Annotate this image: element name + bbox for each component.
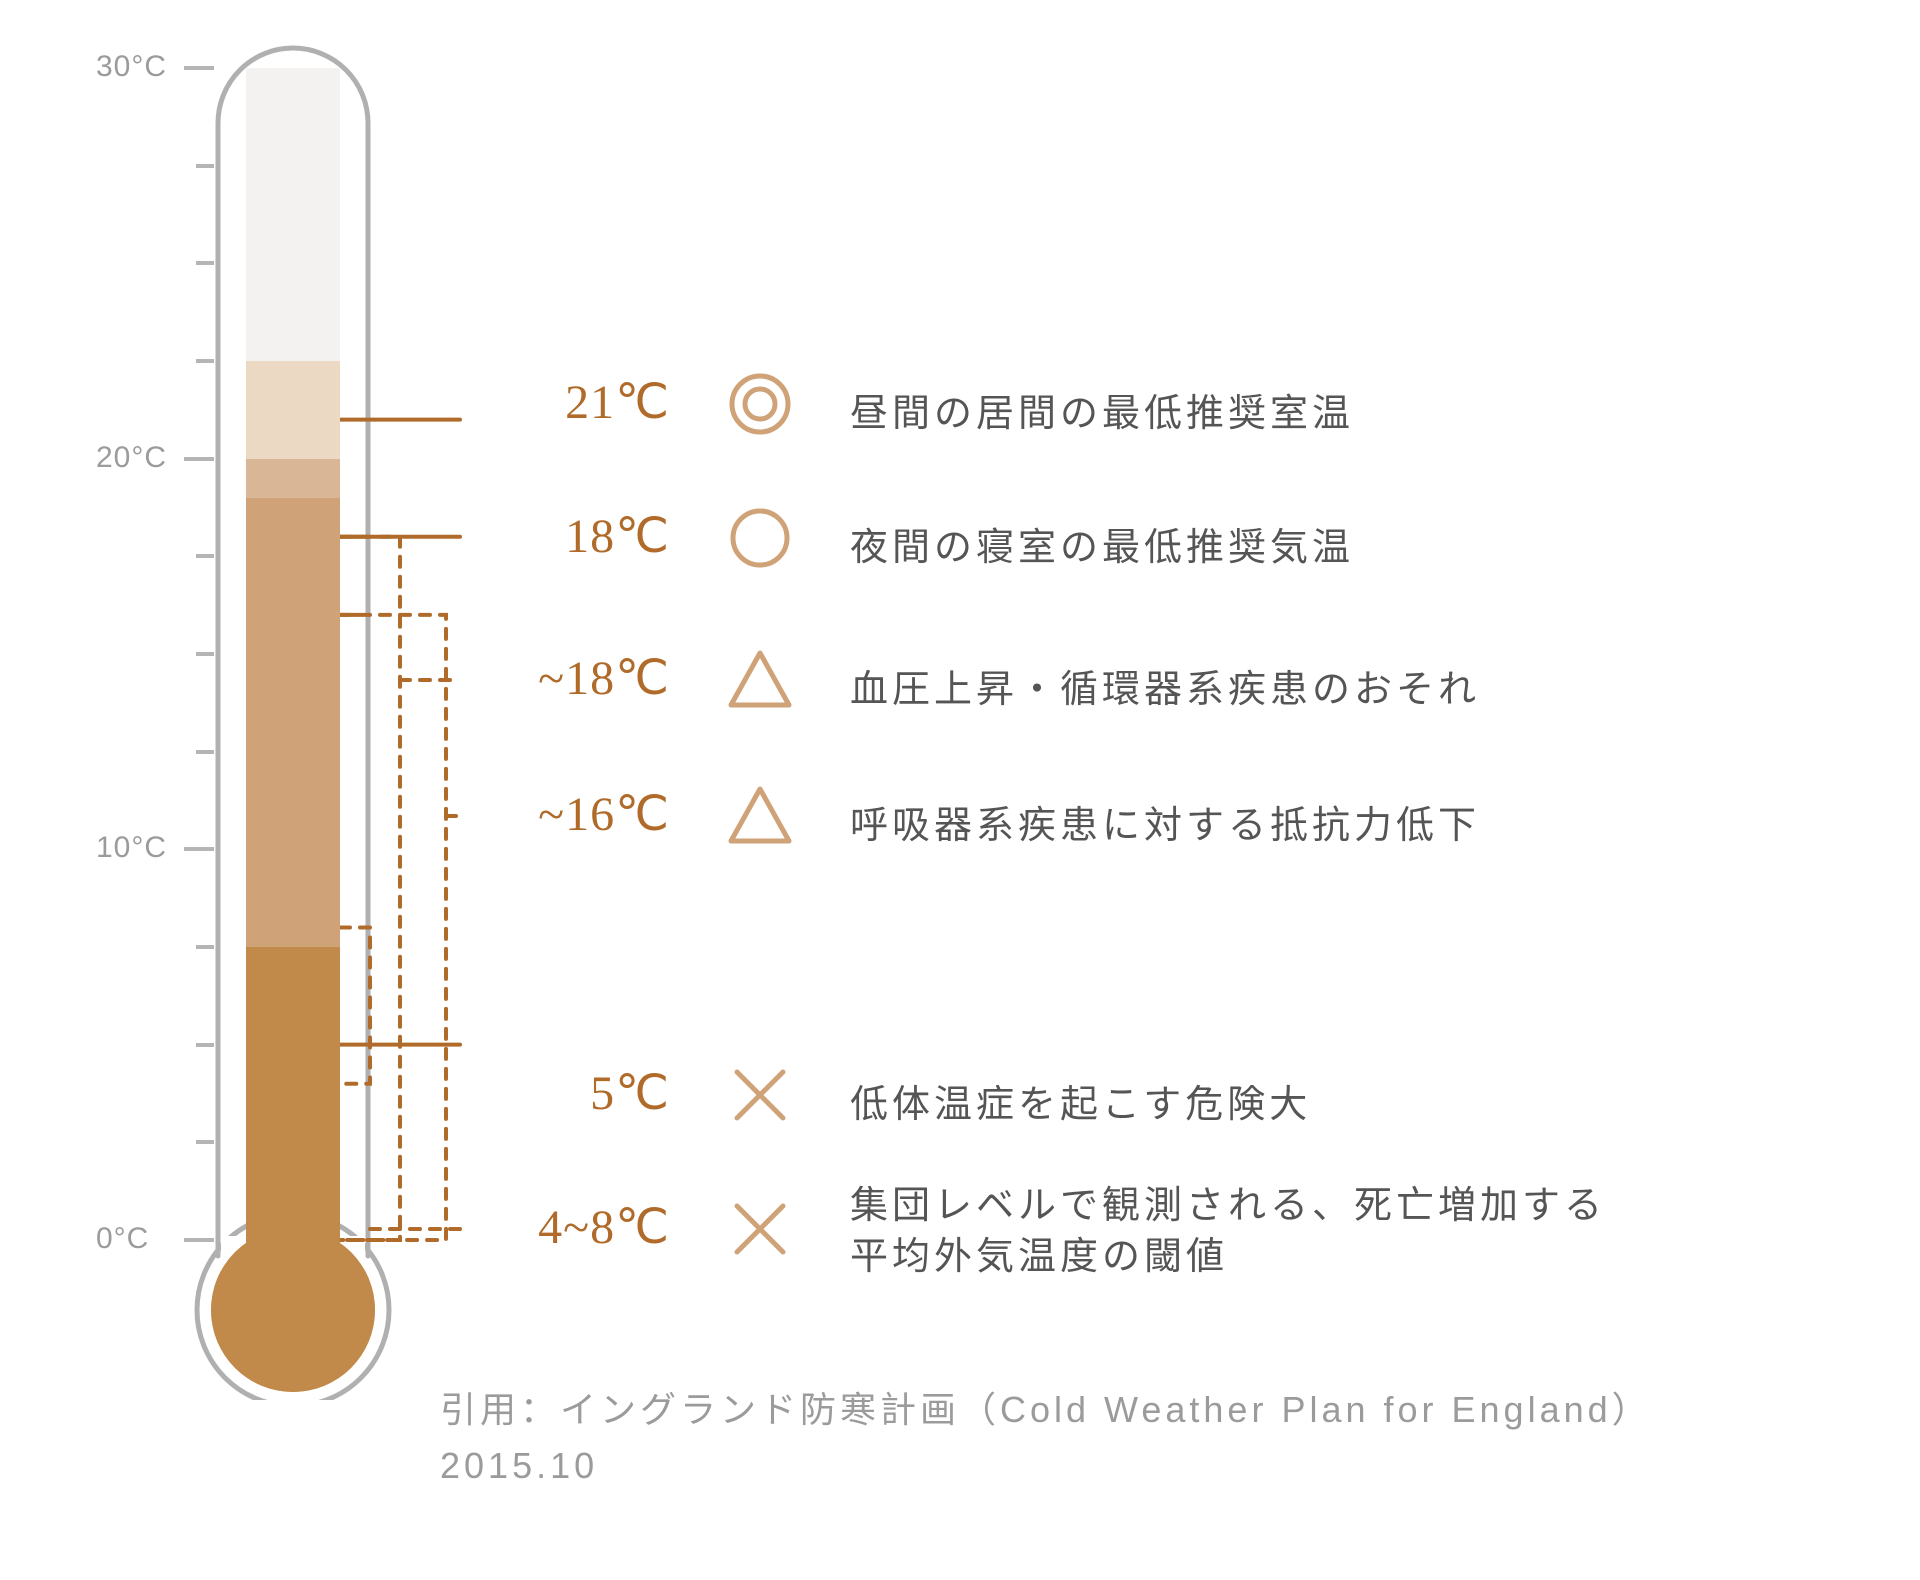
triangle-icon <box>725 781 795 856</box>
scale-tick-major <box>184 66 214 70</box>
temperature-description: 集団レベルで観測される、死亡増加する 平均外気温度の閾値 <box>850 1181 1606 1284</box>
thermometer-fill-segment <box>246 68 340 361</box>
thermometer-fill-segment <box>246 947 340 1240</box>
temperature-label: 18℃ <box>565 508 670 564</box>
circle-icon <box>725 503 795 578</box>
temperature-description: 昼間の居間の最低推奨室温 <box>850 382 1354 437</box>
thermometer-fill-segment <box>246 459 340 498</box>
thermometer-fill-segment <box>246 361 340 459</box>
temperature-label: ~18℃ <box>538 650 670 706</box>
scale-label: 20°C <box>96 441 167 475</box>
cross-icon <box>725 1060 795 1135</box>
double-circle-icon <box>725 369 795 444</box>
scale-tick-minor <box>196 1140 214 1144</box>
temperature-description: 呼吸器系疾患に対する抵抗力低下 <box>850 794 1480 849</box>
temperature-label: 21℃ <box>565 374 670 430</box>
scale-tick-minor <box>196 359 214 363</box>
scale-tick-minor <box>196 652 214 656</box>
temperature-label: 4~8℃ <box>538 1199 670 1255</box>
temperature-description: 低体温症を起こす危険大 <box>850 1073 1311 1128</box>
thermometer-infographic: 引用：イングランド防寒計画（Cold Weather Plan for Engl… <box>0 0 1920 1580</box>
scale-label: 10°C <box>96 831 167 865</box>
scale-tick-minor <box>196 750 214 754</box>
thermometer-fill-segment <box>246 498 340 947</box>
temperature-description: 夜間の寝室の最低推奨気温 <box>850 516 1354 571</box>
scale-label: 0°C <box>96 1222 149 1256</box>
temperature-label: ~16℃ <box>538 786 670 842</box>
cross-icon <box>725 1194 795 1269</box>
scale-tick-minor <box>196 1043 214 1047</box>
citation-line-2: 2015.10 <box>440 1445 598 1486</box>
scale-tick-minor <box>196 945 214 949</box>
citation-line-1: 引用：イングランド防寒計画（Cold Weather Plan for Engl… <box>440 1389 1652 1430</box>
thermometer-fill-neck <box>246 1240 340 1320</box>
scale-tick-major <box>184 1238 214 1242</box>
temperature-label: 5℃ <box>590 1065 670 1121</box>
temperature-description: 血圧上昇・循環器系疾患のおそれ <box>850 658 1480 713</box>
scale-tick-minor <box>196 554 214 558</box>
scale-label: 30°C <box>96 50 167 84</box>
scale-tick-minor <box>196 164 214 168</box>
citation: 引用：イングランド防寒計画（Cold Weather Plan for Engl… <box>440 1382 1652 1494</box>
scale-tick-minor <box>196 261 214 265</box>
scale-tick-major <box>184 457 214 461</box>
scale-tick-major <box>184 847 214 851</box>
triangle-icon <box>725 645 795 720</box>
